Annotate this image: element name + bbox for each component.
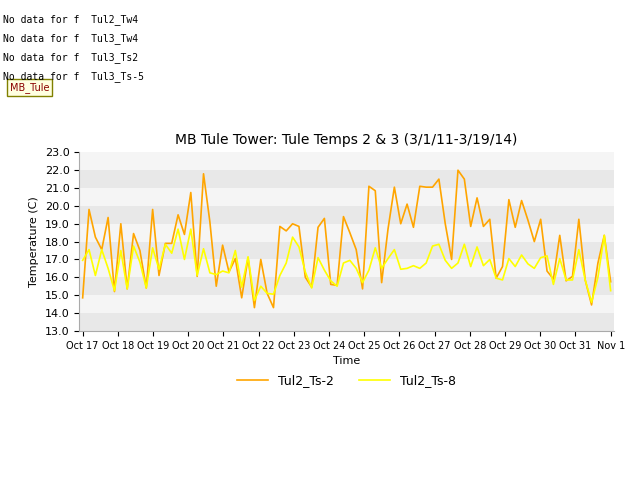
Bar [79, 152, 614, 170]
Bar [79, 224, 614, 241]
Text: No data for f  Tul3_Ts2: No data for f Tul3_Ts2 [3, 52, 138, 63]
Legend: Tul2_Ts-2, Tul2_Ts-8: Tul2_Ts-2, Tul2_Ts-8 [232, 369, 461, 392]
Tul2_Ts-2 [346, 230, 354, 236]
Title: MB Tule Tower: Tule Temps 2 & 3 (3/1/11-3/19/14): MB Tule Tower: Tule Temps 2 & 3 (3/1/11-… [175, 133, 518, 147]
Tul2_Ts-2 [321, 216, 328, 221]
Text: No data for f  Tul2_Tw4: No data for f Tul2_Tw4 [3, 13, 138, 24]
Bar [79, 241, 614, 259]
Bar [79, 259, 614, 277]
Y-axis label: Temperature (C): Temperature (C) [29, 196, 39, 287]
Bar [79, 277, 614, 295]
Bar [79, 295, 614, 313]
Tul2_Ts-8 [588, 300, 595, 305]
Text: MB_Tule: MB_Tule [10, 82, 49, 93]
Tul2_Ts-2 [454, 168, 462, 173]
Tul2_Ts-8 [79, 257, 86, 263]
Bar [79, 206, 614, 224]
Text: No data for f  Tul3_Ts-5: No data for f Tul3_Ts-5 [3, 71, 144, 82]
Tul2_Ts-2 [111, 288, 118, 294]
Tul2_Ts-8 [486, 256, 493, 262]
Tul2_Ts-2 [79, 295, 86, 300]
Tul2_Ts-2 [607, 279, 614, 285]
Tul2_Ts-8 [511, 264, 519, 269]
Tul2_Ts-8 [607, 288, 614, 294]
Line: Tul2_Ts-2: Tul2_Ts-2 [83, 170, 611, 308]
Tul2_Ts-8 [321, 267, 328, 273]
Tul2_Ts-8 [174, 226, 182, 232]
Tul2_Ts-2 [85, 206, 93, 212]
X-axis label: Time: Time [333, 356, 360, 366]
Bar [79, 313, 614, 331]
Text: No data for f  Tul3_Tw4: No data for f Tul3_Tw4 [3, 33, 138, 44]
Tul2_Ts-8 [111, 288, 118, 294]
Tul2_Ts-8 [346, 257, 354, 263]
Tul2_Ts-2 [251, 305, 259, 311]
Tul2_Ts-2 [518, 198, 525, 204]
Bar [79, 188, 614, 206]
Bar [79, 170, 614, 188]
Line: Tul2_Ts-8: Tul2_Ts-8 [83, 229, 611, 302]
Tul2_Ts-2 [492, 276, 500, 281]
Tul2_Ts-8 [85, 247, 93, 252]
